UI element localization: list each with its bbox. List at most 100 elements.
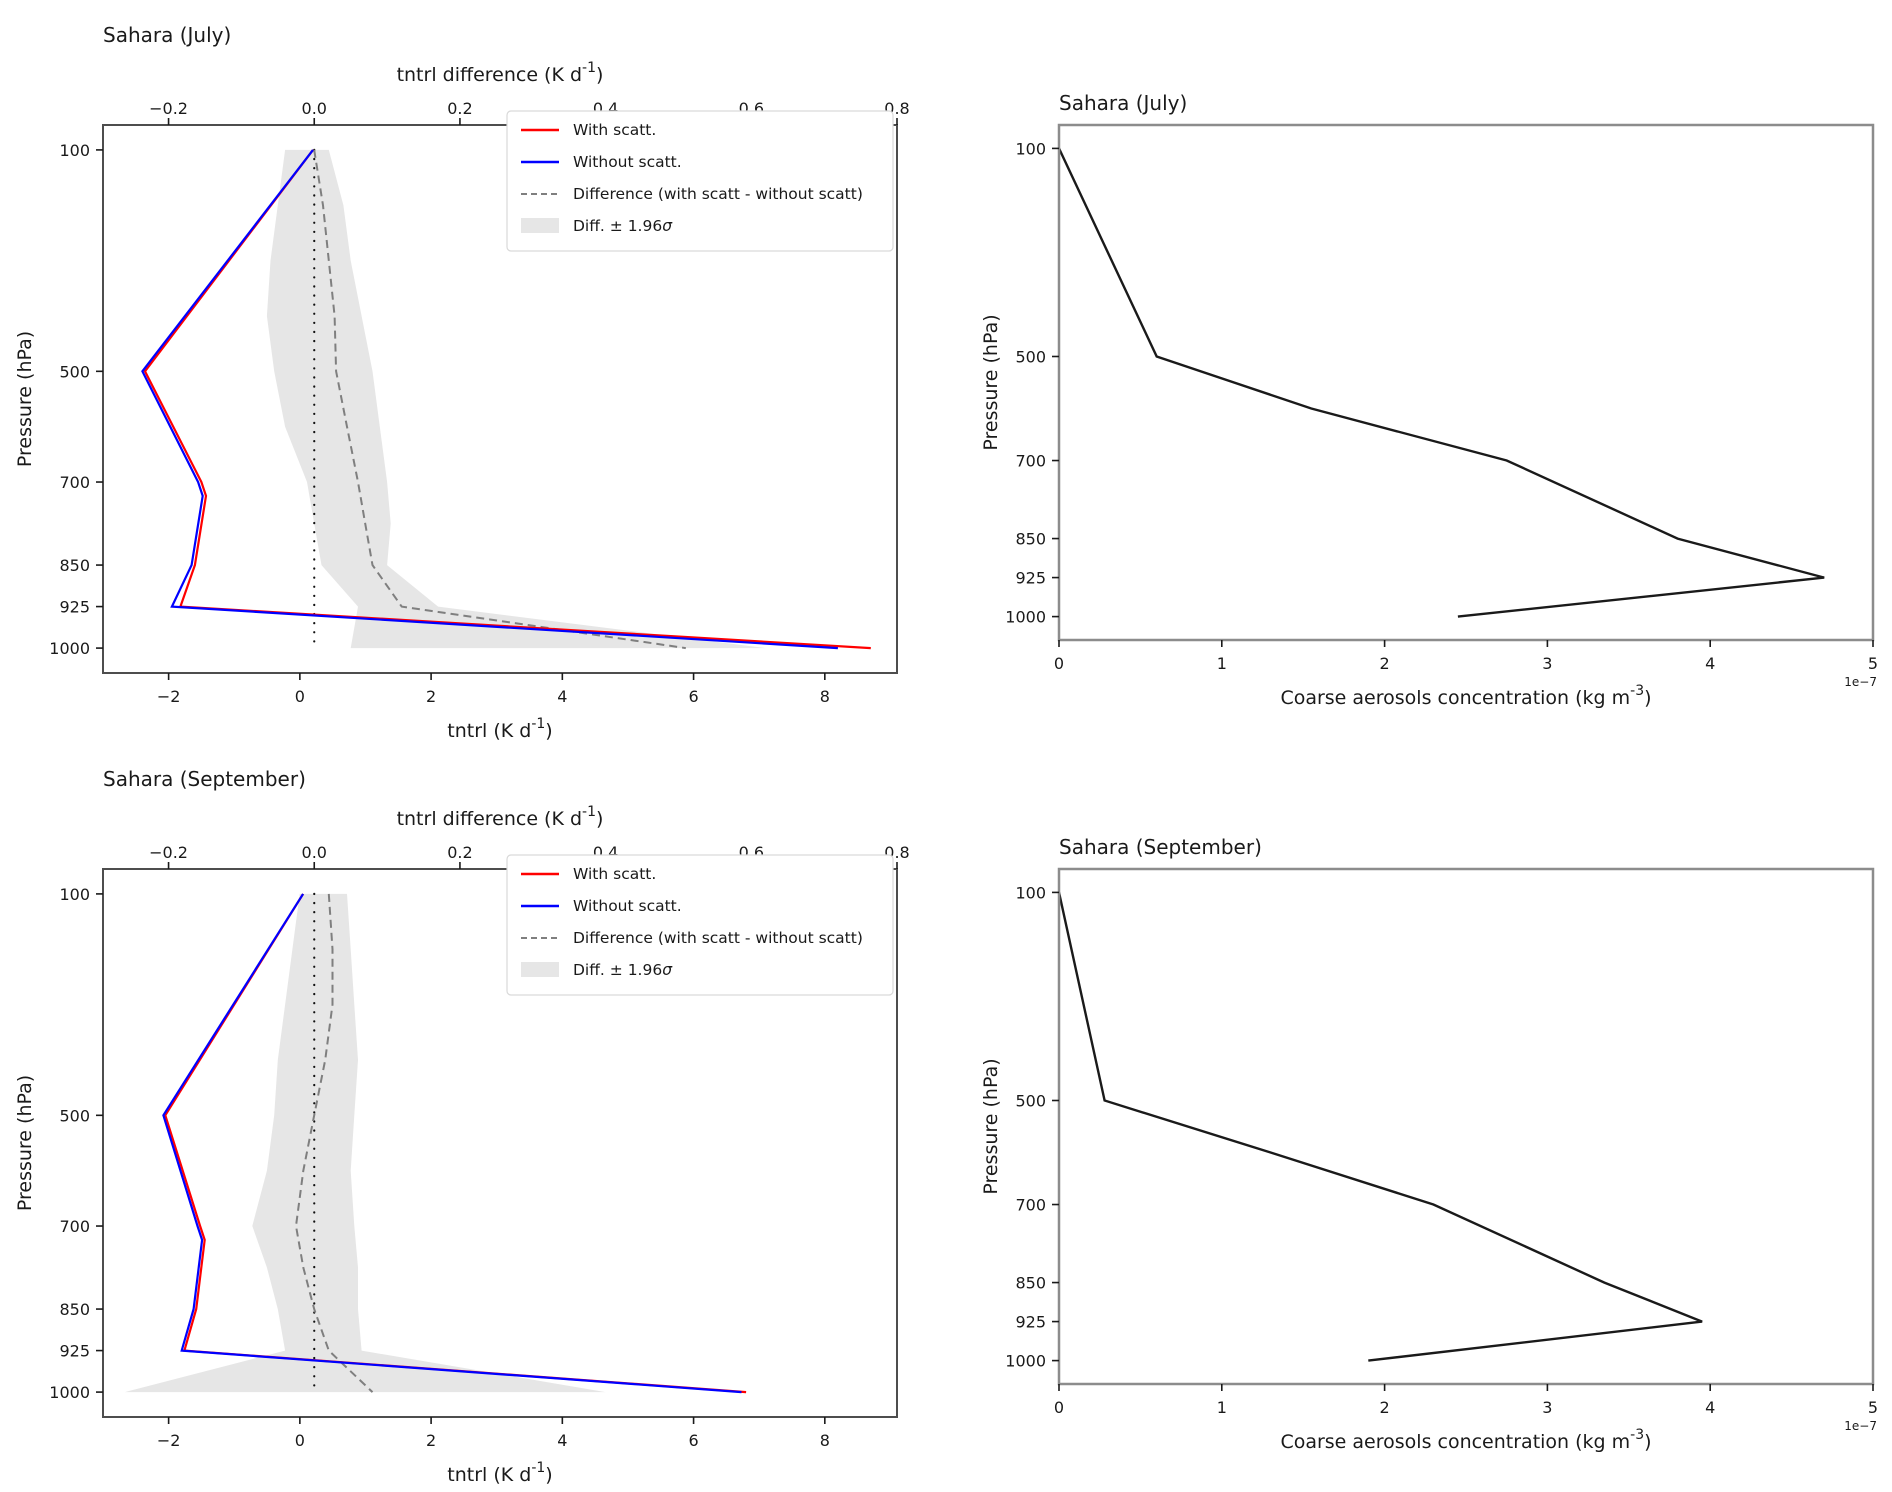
y-tick-label: 500 xyxy=(59,1106,90,1125)
x-tick-label: 2 xyxy=(1380,654,1390,673)
y-tick-label: 850 xyxy=(59,556,90,575)
legend-box xyxy=(506,854,894,996)
top-x-tick-label: −0.2 xyxy=(149,843,188,862)
panel-tntrl-september: 100 500 700 850 925 1000 Pressure (hPa) −2 0 2 4 6 8… xyxy=(14,767,910,1486)
x-tick-label: 2 xyxy=(426,1431,436,1450)
y-tick-label: 1000 xyxy=(1005,608,1046,627)
x-tick-label: 4 xyxy=(557,1431,567,1450)
x-tick-label: 1 xyxy=(1217,1398,1227,1417)
plot-title: Sahara (September) xyxy=(1059,835,1262,859)
x-axis: 0 1 2 3 4 5 Coarse aerosols concentration (kg … xyxy=(1054,640,1878,709)
plot-title: Sahara (July) xyxy=(103,23,231,47)
y-tick-label: 925 xyxy=(1015,1313,1046,1332)
x-tick-label: 0 xyxy=(1054,654,1064,673)
top-x-tick-label: 0.0 xyxy=(302,843,327,862)
x-axis: 0 1 2 3 4 5 Coarse aerosols concentration (kg … xyxy=(1054,1384,1878,1453)
top-x-axis-label: tntrl difference (K d-1) xyxy=(397,60,604,86)
y-tick-label: 1000 xyxy=(1005,1352,1046,1371)
x-tick-label: 3 xyxy=(1542,654,1552,673)
x-tick-label: 8 xyxy=(820,1431,830,1450)
x-axis-label: tntrl (K d-1) xyxy=(447,716,552,742)
legend-label: Difference (with scatt - without scatt) xyxy=(573,185,863,203)
y-tick-label: 700 xyxy=(1015,452,1046,471)
y-tick-label: 700 xyxy=(1015,1196,1046,1215)
x-axis-label: tntrl (K d-1) xyxy=(447,1460,552,1486)
x-tick-label: 6 xyxy=(688,687,698,706)
y-tick-label: 850 xyxy=(59,1300,90,1319)
legend-label: With scatt. xyxy=(573,865,656,883)
difference-line xyxy=(313,149,686,650)
without-scatt-line xyxy=(141,149,838,650)
plot-border xyxy=(102,868,898,1418)
y-axis-label: Pressure (hPa) xyxy=(14,331,36,467)
without-scatt-line xyxy=(162,893,742,1394)
top-x-tick-label: 0.2 xyxy=(447,99,472,118)
y-axis: 100 500 700 850 925 1000 Pressure (hPa) xyxy=(14,885,103,1402)
y-tick-label: 850 xyxy=(1015,530,1046,549)
y-axis: 100 500 700 850 925 1000 Pressure (hPa) xyxy=(980,139,1059,627)
x-tick-label: 5 xyxy=(1868,1398,1878,1417)
plot-title: Sahara (July) xyxy=(1059,91,1187,115)
plot-title: Sahara (September) xyxy=(103,767,306,791)
x-axis: −2 0 2 4 6 8 tntrl (K d-1) xyxy=(157,673,830,742)
legend: With scatt. Without scatt. Difference (wit… xyxy=(506,854,894,996)
y-tick-label: 925 xyxy=(1015,569,1046,588)
x-tick-label: 4 xyxy=(1705,654,1715,673)
axis-offset-label: 1e−7 xyxy=(1844,675,1877,689)
difference-line xyxy=(294,893,374,1393)
x-tick-label: 5 xyxy=(1868,654,1878,673)
y-tick-label: 850 xyxy=(1015,1274,1046,1293)
plot-border xyxy=(102,124,898,674)
legend-label: Diff. ± 1.96σ xyxy=(573,217,673,235)
y-axis-label: Pressure (hPa) xyxy=(980,314,1002,450)
legend-label: Without scatt. xyxy=(573,153,682,171)
y-tick-label: 100 xyxy=(59,885,90,904)
x-tick-label: 2 xyxy=(426,687,436,706)
y-axis: 100 500 700 850 925 1000 Pressure (hPa) xyxy=(14,141,103,658)
x-tick-label: 3 xyxy=(1542,1398,1552,1417)
x-tick-label: 0 xyxy=(295,1431,305,1450)
y-axis-label: Pressure (hPa) xyxy=(14,1075,36,1211)
legend-label: With scatt. xyxy=(573,121,656,139)
x-tick-label: 4 xyxy=(1705,1398,1715,1417)
aerosol-concentration-line xyxy=(1057,892,1703,1362)
x-tick-label: 1 xyxy=(1217,654,1227,673)
x-tick-label: 2 xyxy=(1380,1398,1390,1417)
top-x-tick-label: 0.0 xyxy=(302,99,327,118)
y-tick-label: 700 xyxy=(59,1217,90,1236)
y-tick-label: 1000 xyxy=(49,1383,90,1402)
x-tick-label: 0 xyxy=(295,687,305,706)
y-tick-label: 500 xyxy=(59,362,90,381)
x-tick-label: 4 xyxy=(557,687,567,706)
legend-label: Without scatt. xyxy=(573,897,682,915)
x-tick-label: 8 xyxy=(820,687,830,706)
aerosol-concentration-line xyxy=(1057,147,1825,618)
axis-offset-label: 1e−7 xyxy=(1844,1419,1877,1433)
x-tick-label: −2 xyxy=(157,687,181,706)
uncertainty-band xyxy=(266,149,766,649)
legend-band-sample xyxy=(521,962,559,977)
y-tick-label: 100 xyxy=(1015,883,1046,902)
panel-aerosol-july: 100 500 700 850 925 1000 Pressure (hPa) 0 1 2 3 4 5 C… xyxy=(980,91,1878,709)
top-x-axis-label: tntrl difference (K d-1) xyxy=(397,804,604,830)
y-tick-label: 925 xyxy=(59,598,90,617)
x-tick-label: 6 xyxy=(688,1431,698,1450)
y-tick-label: 100 xyxy=(59,141,90,160)
top-x-tick-label: 0.2 xyxy=(447,843,472,862)
plot-border xyxy=(1057,123,1875,642)
x-axis-label: Coarse aerosols concentration (kg m-3) xyxy=(1280,1427,1651,1453)
panel-aerosol-september: 100 500 700 850 925 1000 Pressure (hPa) 0 1 2 3 4 5 C… xyxy=(980,835,1878,1453)
y-tick-label: 500 xyxy=(1015,347,1046,366)
x-tick-label: 0 xyxy=(1054,1398,1064,1417)
legend-label: Diff. ± 1.96σ xyxy=(573,961,673,979)
y-axis-label: Pressure (hPa) xyxy=(980,1058,1002,1194)
legend-label: Difference (with scatt - without scatt) xyxy=(573,929,863,947)
y-tick-label: 500 xyxy=(1015,1091,1046,1110)
y-tick-label: 925 xyxy=(59,1342,90,1361)
x-tick-label: −2 xyxy=(157,1431,181,1450)
y-axis: 100 500 700 850 925 1000 Pressure (hPa) xyxy=(980,883,1059,1371)
x-axis: −2 0 2 4 6 8 tntrl (K d-1) xyxy=(157,1417,830,1486)
legend-band-sample xyxy=(521,218,559,233)
